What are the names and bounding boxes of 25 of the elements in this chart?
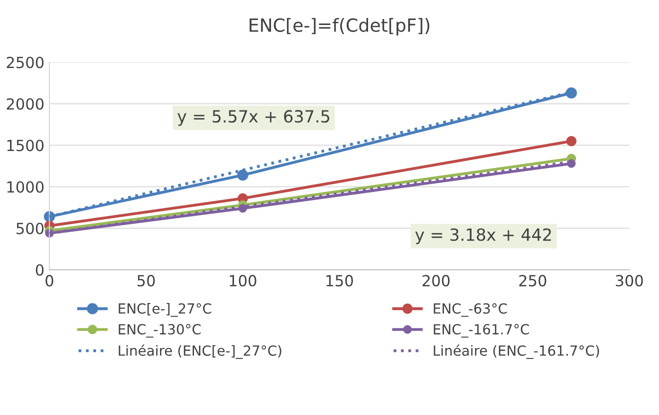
point — [566, 87, 577, 99]
annotation: y = 3.18x + 442 — [415, 228, 551, 244]
x-tick-label: 50 — [138, 274, 155, 286]
y-tick-label: 1500 — [7, 140, 44, 152]
legend-label: ENC_-63°C — [434, 303, 507, 317]
chart-title: ENC[e-]=f(Cdet[pF]) — [250, 18, 430, 36]
x-tick-label: 200 — [422, 274, 450, 286]
point — [566, 136, 576, 146]
y-tick-label: 2500 — [6, 56, 44, 68]
y-tick-label: 500 — [16, 222, 44, 234]
legend-label: ENC_-130°C — [118, 324, 201, 338]
legend-label: Linéaire (ENC_-161.7°C) — [434, 344, 600, 359]
y-tick-label: 0 — [36, 264, 44, 276]
legend-label: ENC[e-]_27°C — [118, 303, 212, 317]
legend-label: Linéaire (ENC[e-]_27°C) — [118, 344, 282, 359]
x-tick-label: 100 — [230, 274, 256, 286]
y-tick-label: 2000 — [6, 98, 44, 110]
annotation: y = 5.57x + 637.5 — [178, 110, 330, 126]
y-tick-label: 1000 — [7, 181, 44, 193]
legend-label: ENC_-161.7°C — [434, 324, 529, 338]
x-tick-label: 300 — [616, 274, 643, 286]
x-tick-label: 150 — [326, 274, 353, 286]
point — [237, 170, 248, 181]
x-tick-label: 0 — [46, 274, 54, 286]
x-tick-label: 250 — [519, 274, 546, 286]
